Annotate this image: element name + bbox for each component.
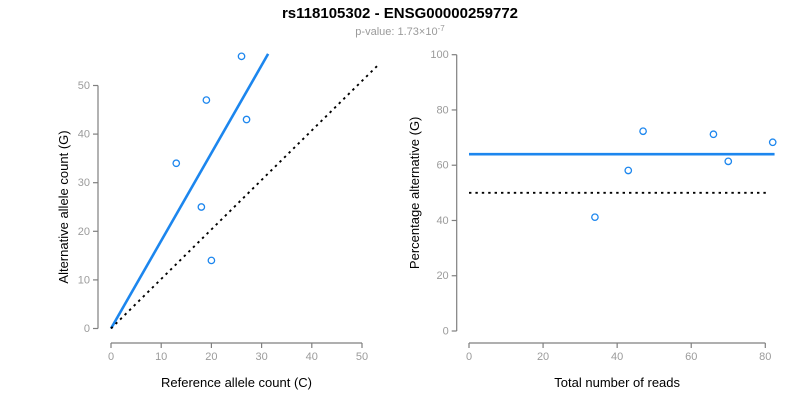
y-tick-label: 20 bbox=[78, 226, 90, 238]
y-tick-label: 10 bbox=[78, 274, 90, 286]
y-tick-label: 40 bbox=[436, 215, 448, 227]
x-tick-label: 50 bbox=[356, 351, 368, 363]
x-tick-label: 20 bbox=[205, 351, 217, 363]
data-point bbox=[591, 213, 599, 222]
y-tick-label: 0 bbox=[443, 326, 449, 338]
x-tick-label: 40 bbox=[611, 351, 623, 363]
x-axis-title: Reference allele count (C) bbox=[161, 375, 312, 390]
y-tick-label: 100 bbox=[430, 49, 448, 61]
pvalue-exponent: -7 bbox=[437, 24, 445, 33]
figure-subtitle: p-value: 1.73×10-7 bbox=[0, 24, 800, 38]
y-tick-label: 0 bbox=[84, 323, 90, 335]
regression-line bbox=[109, 53, 270, 330]
y-tick-label: 50 bbox=[78, 80, 90, 92]
data-point bbox=[768, 138, 777, 147]
y-tick-label: 30 bbox=[78, 177, 90, 189]
data-point bbox=[172, 159, 181, 168]
data-point bbox=[639, 127, 647, 136]
data-point bbox=[202, 96, 211, 104]
y-axis-title: Alternative allele count (G) bbox=[56, 130, 71, 283]
data-point bbox=[709, 130, 718, 139]
data-point bbox=[197, 203, 206, 211]
data-point bbox=[624, 166, 633, 175]
percentage-alternative-scatter-plot: 0 20 40 60 80 100 0 20 40 60 80 Total number of rea… bbox=[407, 49, 777, 390]
x-tick-label: 10 bbox=[155, 351, 167, 363]
pvalue-mantissa: 1.73×10 bbox=[397, 26, 438, 38]
identity-line bbox=[110, 65, 378, 330]
data-point bbox=[724, 157, 733, 166]
x-tick-label: 40 bbox=[306, 351, 318, 363]
x-tick-label: 20 bbox=[537, 351, 549, 363]
x-tick-label: 60 bbox=[685, 351, 697, 363]
pvalue-prefix: p-value: bbox=[355, 26, 398, 38]
y-tick-label: 60 bbox=[436, 160, 448, 172]
figure-title: rs118105302 - ENSG00000259772 bbox=[281, 5, 519, 22]
x-tick-label: 0 bbox=[108, 351, 114, 363]
x-tick-label: 30 bbox=[255, 351, 267, 363]
x-tick-label: 0 bbox=[466, 351, 472, 363]
data-point bbox=[207, 256, 216, 265]
y-tick-label: 20 bbox=[436, 270, 448, 282]
allele-count-scatter-plot: 0 10 20 30 40 50 0 10 20 30 40 50 Reference allele c… bbox=[56, 52, 378, 390]
y-tick-label: 80 bbox=[436, 104, 448, 116]
data-point bbox=[242, 115, 251, 124]
y-axis-title: Percentage alternative (G) bbox=[407, 117, 422, 269]
data-point bbox=[237, 52, 246, 61]
x-axis-title: Total number of reads bbox=[554, 375, 680, 390]
x-tick-label: 80 bbox=[759, 351, 771, 363]
y-tick-label: 40 bbox=[78, 129, 90, 141]
